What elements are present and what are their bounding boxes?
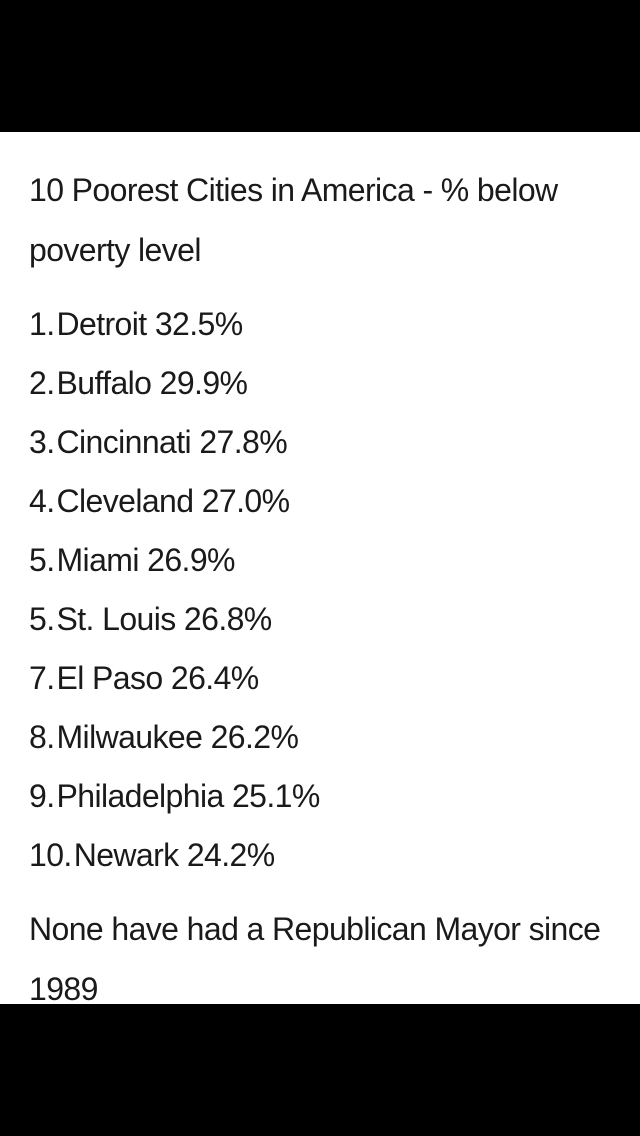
poverty-percent: 25.1% bbox=[231, 778, 320, 814]
poverty-percent: 26.9% bbox=[147, 542, 235, 578]
poverty-percent: 26.4% bbox=[170, 660, 259, 696]
poverty-percent: 29.9% bbox=[159, 365, 248, 401]
list-item: 10.Newark 24.2% bbox=[29, 826, 320, 885]
rank-number: 1. bbox=[29, 306, 55, 342]
top-letterbox bbox=[0, 0, 640, 132]
list-item: 9.Philadelphia 25.1% bbox=[29, 767, 320, 826]
rank-number: 3. bbox=[29, 424, 55, 460]
rank-number: 2. bbox=[29, 365, 55, 401]
poverty-percent: 27.0% bbox=[201, 483, 290, 519]
poverty-list: 1.Detroit 32.5% 2.Buffalo 29.9% 3.Cincin… bbox=[29, 295, 320, 885]
rank-number: 7. bbox=[29, 660, 55, 696]
list-item: 3.Cincinnati 27.8% bbox=[29, 413, 320, 472]
city-name: Milwaukee bbox=[56, 719, 203, 755]
footer-caption: None have had a Republican Mayor since 1… bbox=[29, 911, 601, 1004]
city-name: Detroit bbox=[56, 306, 148, 342]
city-name: Philadelphia bbox=[56, 778, 225, 814]
city-name: Cleveland bbox=[56, 483, 195, 519]
city-name: El Paso bbox=[56, 660, 164, 696]
list-item: 2.Buffalo 29.9% bbox=[29, 354, 320, 413]
city-name: Newark bbox=[73, 837, 179, 873]
list-item: 5.St. Louis 26.8% bbox=[29, 590, 320, 649]
poverty-percent: 26.8% bbox=[183, 601, 272, 637]
rank-number: 8. bbox=[29, 719, 55, 755]
city-name: Miami bbox=[56, 542, 140, 578]
poverty-percent: 32.5% bbox=[154, 306, 243, 342]
rank-number: 4. bbox=[29, 483, 55, 519]
list-item: 8.Milwaukee 26.2% bbox=[29, 708, 320, 767]
city-name: St. Louis bbox=[56, 601, 177, 637]
list-item: 1.Detroit 32.5% bbox=[29, 295, 320, 354]
poverty-percent: 27.8% bbox=[199, 424, 288, 460]
meme-image-card: 10 Poorest Cities in America - % below p… bbox=[0, 132, 640, 1004]
poverty-percent: 26.2% bbox=[210, 719, 299, 755]
rank-number: 5. bbox=[29, 542, 55, 578]
city-name: Cincinnati bbox=[56, 424, 192, 460]
rank-number: 9. bbox=[29, 778, 55, 814]
bottom-letterbox bbox=[0, 1004, 640, 1136]
list-item: 4.Cleveland 27.0% bbox=[29, 472, 320, 531]
list-item: 7.El Paso 26.4% bbox=[29, 649, 320, 708]
post-title: 10 Poorest Cities in America - % below p… bbox=[29, 172, 558, 268]
poverty-percent: 24.2% bbox=[186, 837, 275, 873]
list-item: 5.Miami 26.9% bbox=[29, 531, 320, 590]
rank-number: 10. bbox=[29, 837, 72, 873]
rank-number: 5. bbox=[29, 601, 55, 637]
city-name: Buffalo bbox=[56, 365, 152, 401]
